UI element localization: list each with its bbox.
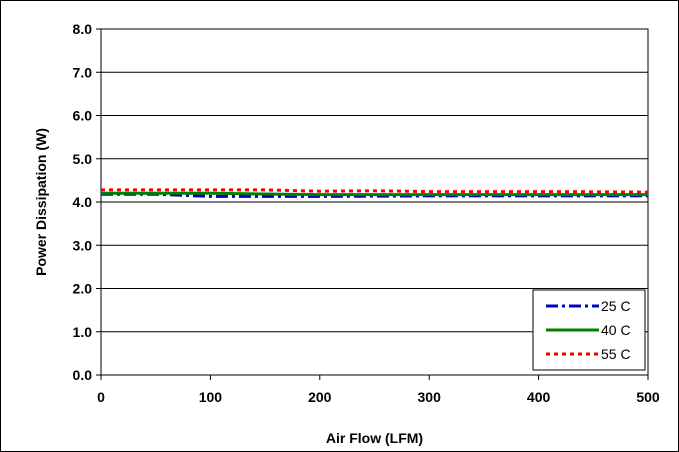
x-axis-title: Air Flow (LFM) bbox=[326, 430, 423, 446]
x-tick-label: 0 bbox=[97, 389, 105, 405]
y-tick-label: 5.0 bbox=[73, 151, 93, 167]
y-tick-label: 2.0 bbox=[73, 281, 93, 297]
y-axis-title: Power Dissipation (W) bbox=[33, 128, 49, 276]
legend-label: 55 C bbox=[601, 346, 631, 362]
y-tick-label: 0.0 bbox=[73, 367, 93, 383]
series-line bbox=[101, 191, 648, 197]
x-tick-label: 500 bbox=[636, 389, 660, 405]
data-series bbox=[101, 188, 649, 198]
y-tick-label: 8.0 bbox=[73, 21, 93, 37]
series-line bbox=[101, 188, 649, 194]
y-tick-label: 6.0 bbox=[73, 108, 93, 124]
y-tick-label: 7.0 bbox=[73, 64, 93, 80]
x-tick-label: 200 bbox=[308, 389, 332, 405]
x-tick-label: 400 bbox=[527, 389, 551, 405]
legend-label: 40 C bbox=[601, 322, 631, 338]
x-tick-label: 300 bbox=[418, 389, 442, 405]
x-tick-label: 100 bbox=[199, 389, 223, 405]
y-tick-label: 4.0 bbox=[73, 194, 93, 210]
y-axis-ticks: 0.0 1.0 2.0 3.0 4.0 5.0 6.0 7.0 8.0 bbox=[73, 21, 101, 383]
y-tick-label: 1.0 bbox=[73, 324, 93, 340]
y-tick-label: 3.0 bbox=[73, 237, 93, 253]
legend: 25 C 40 C 55 C bbox=[532, 289, 646, 371]
legend-label: 25 C bbox=[601, 298, 631, 314]
x-axis-ticks: 0 100 200 300 400 500 bbox=[97, 375, 660, 405]
